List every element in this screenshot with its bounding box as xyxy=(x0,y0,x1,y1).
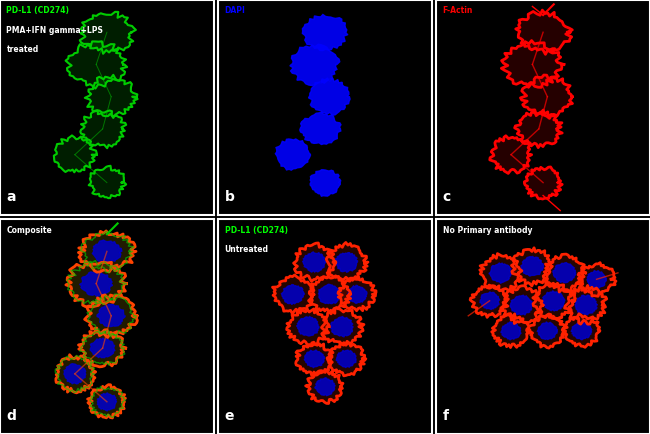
Text: b: b xyxy=(224,190,235,204)
Text: c: c xyxy=(443,190,451,204)
Polygon shape xyxy=(87,296,136,337)
Polygon shape xyxy=(79,330,125,367)
Polygon shape xyxy=(575,295,597,315)
Polygon shape xyxy=(67,260,126,304)
Text: a: a xyxy=(6,190,16,204)
Polygon shape xyxy=(315,378,335,396)
Polygon shape xyxy=(538,322,558,339)
Polygon shape xyxy=(54,135,97,172)
Polygon shape xyxy=(562,314,599,347)
Text: PMA+IFN gamma+LPS: PMA+IFN gamma+LPS xyxy=(6,26,103,35)
Polygon shape xyxy=(491,314,529,348)
Polygon shape xyxy=(98,393,117,411)
Text: F-Actin: F-Actin xyxy=(443,7,473,16)
Polygon shape xyxy=(64,364,86,384)
Polygon shape xyxy=(521,75,573,118)
Polygon shape xyxy=(331,316,353,337)
Text: Untreated: Untreated xyxy=(224,245,268,254)
Polygon shape xyxy=(304,350,324,368)
Polygon shape xyxy=(335,253,358,272)
Polygon shape xyxy=(90,386,125,418)
Polygon shape xyxy=(543,254,586,292)
Polygon shape xyxy=(542,291,565,311)
Polygon shape xyxy=(348,286,367,303)
Polygon shape xyxy=(553,263,576,283)
Polygon shape xyxy=(306,371,343,404)
Polygon shape xyxy=(533,283,575,320)
Polygon shape xyxy=(276,139,311,170)
Text: treated: treated xyxy=(6,45,38,54)
Polygon shape xyxy=(84,295,137,338)
Polygon shape xyxy=(56,355,96,393)
Polygon shape xyxy=(66,41,127,89)
Polygon shape xyxy=(300,112,341,145)
Polygon shape xyxy=(515,10,573,54)
Polygon shape xyxy=(510,295,533,315)
Polygon shape xyxy=(55,355,94,393)
Polygon shape xyxy=(489,136,532,174)
Polygon shape xyxy=(84,75,138,118)
Polygon shape xyxy=(287,309,329,346)
Polygon shape xyxy=(309,78,350,115)
Polygon shape xyxy=(80,12,136,54)
Polygon shape xyxy=(90,338,115,358)
Polygon shape xyxy=(480,292,500,309)
Polygon shape xyxy=(565,286,606,324)
Text: PD-L1 (CD274): PD-L1 (CD274) xyxy=(6,7,70,16)
Polygon shape xyxy=(309,276,351,314)
Polygon shape xyxy=(81,110,126,148)
Polygon shape xyxy=(327,342,366,376)
Polygon shape xyxy=(571,322,592,340)
Polygon shape xyxy=(521,256,543,276)
Polygon shape xyxy=(480,253,522,290)
Polygon shape xyxy=(326,243,368,280)
Polygon shape xyxy=(294,243,335,281)
Polygon shape xyxy=(578,263,616,296)
Polygon shape xyxy=(587,271,606,288)
Polygon shape xyxy=(515,110,562,148)
Polygon shape xyxy=(92,240,122,263)
Text: No Primary antibody: No Primary antibody xyxy=(443,226,532,235)
Polygon shape xyxy=(322,308,364,345)
Text: f: f xyxy=(443,409,448,423)
Polygon shape xyxy=(290,44,340,85)
Polygon shape xyxy=(272,275,314,314)
Polygon shape xyxy=(80,231,134,273)
Polygon shape xyxy=(79,330,125,365)
Polygon shape xyxy=(336,350,356,368)
Polygon shape xyxy=(88,385,125,418)
Polygon shape xyxy=(338,278,376,311)
Text: d: d xyxy=(6,409,16,423)
Polygon shape xyxy=(500,286,543,323)
Text: PD-L1 (CD274): PD-L1 (CD274) xyxy=(224,226,287,235)
Polygon shape xyxy=(525,167,562,199)
Polygon shape xyxy=(303,252,326,272)
Polygon shape xyxy=(489,263,512,283)
Text: DAPI: DAPI xyxy=(224,7,246,16)
Polygon shape xyxy=(88,166,126,198)
Polygon shape xyxy=(296,316,319,336)
Polygon shape xyxy=(79,231,136,272)
Polygon shape xyxy=(79,271,112,296)
Polygon shape xyxy=(470,285,508,317)
Polygon shape xyxy=(501,322,521,340)
Polygon shape xyxy=(318,284,341,304)
Text: Composite: Composite xyxy=(6,226,52,235)
Polygon shape xyxy=(97,304,125,327)
Polygon shape xyxy=(501,40,564,87)
Polygon shape xyxy=(310,170,341,196)
Polygon shape xyxy=(302,14,348,51)
Polygon shape xyxy=(512,248,552,286)
Text: e: e xyxy=(224,409,234,423)
Polygon shape xyxy=(281,285,304,305)
Polygon shape xyxy=(528,314,566,348)
Polygon shape xyxy=(66,262,126,307)
Polygon shape xyxy=(296,342,332,375)
